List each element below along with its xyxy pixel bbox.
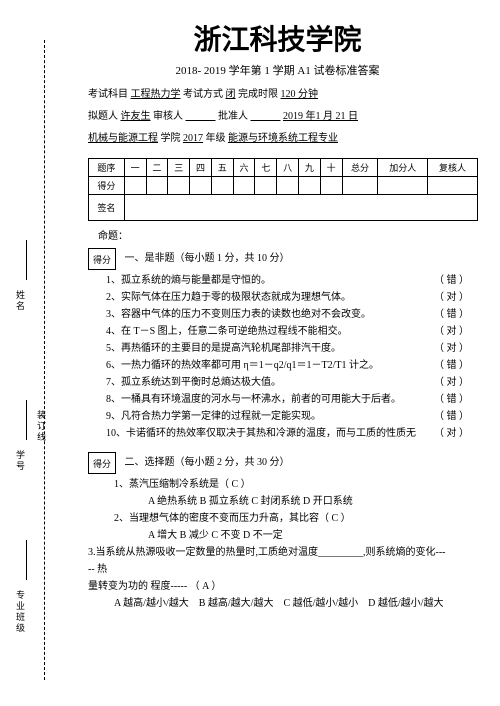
multiple-choice-list: 1、蒸汽压缩制冷系统是（ C ） A 绝热系统 B 孤立系统 C 封闭系统 D … xyxy=(114,476,474,544)
side-label-binding: 装订线 xyxy=(35,410,48,443)
q: 3、容器中气体的压力不变则压力表的读数也绝对不会改变。 xyxy=(106,306,434,323)
mc-q3-line1: 3.当系统从热源吸收一定数量的热量时,工质绝对温度_________,则系统熵的… xyxy=(88,544,448,578)
ans: （ 对 ） xyxy=(434,374,478,391)
table-sign-row: 签名 xyxy=(89,195,478,221)
ans: （ 错 ） xyxy=(434,391,478,408)
th: 四 xyxy=(190,159,212,177)
info-line-2: 拟题人 许友生 审核人 批准人 2019 年1 月 21 日 xyxy=(88,108,485,126)
score-box: 得分 xyxy=(88,452,116,474)
value-reviewer xyxy=(186,111,216,122)
th: 题序 xyxy=(89,159,125,177)
page-content: 浙江科技学院 2018- 2019 学年第 1 学期 A1 试卷标准答案 考试科… xyxy=(70,18,485,612)
th: 总分 xyxy=(342,159,378,177)
q: 4、在 T－S 图上，任意二条可逆绝热过程线不能相交。 xyxy=(106,323,434,340)
score-box: 得分 xyxy=(88,248,116,270)
value-course: 工程热力学 xyxy=(131,89,181,100)
value-dept: 机械与能源工程 xyxy=(88,133,158,144)
ans: （ 错 ） xyxy=(434,306,478,323)
exam-subtitle: 2018- 2019 学年第 1 学期 A1 试卷标准答案 xyxy=(70,62,485,78)
ans: （ 对 ） xyxy=(434,323,478,340)
mc-q1-opts: A 绝热系统 B 孤立系统 C 封闭系统 D 开口系统 xyxy=(148,493,474,510)
side-label-name: 姓名 xyxy=(14,290,27,312)
th: 七 xyxy=(255,159,277,177)
ans: （ 对 ） xyxy=(434,340,478,357)
ans: （ 对 ） xyxy=(434,425,478,442)
ans: （ 错 ） xyxy=(434,272,478,289)
label-time: 完成时限 xyxy=(238,89,278,100)
info-line-1: 考试科目 工程热力学 考试方式 闭 完成时限 120 分钟 xyxy=(88,86,485,104)
table-score-row: 得分 xyxy=(89,177,478,195)
label-author: 拟题人 xyxy=(88,111,118,122)
binding-margin: 专业班级 学号 姓名 装订线 xyxy=(8,30,60,690)
section-2-title: 二、选择题（每小题 2 分，共 30 分） xyxy=(125,452,290,474)
th: 一 xyxy=(124,159,146,177)
label-course: 考试科目 xyxy=(88,89,128,100)
q: 1、孤立系统的熵与能量都是守恒的。 xyxy=(106,272,434,289)
mc-q3: 3.当系统从热源吸收一定数量的热量时,工质绝对温度_________,则系统熵的… xyxy=(88,544,448,612)
section-1-title: 一、是非题（每小题 1 分，共 10 分） xyxy=(125,248,290,270)
q: 2、实际气体在压力趋于零的极限状态就成为理想气体。 xyxy=(106,289,434,306)
value-author: 许友生 xyxy=(121,111,151,122)
q: 5、再热循环的主要目的是提高汽轮机尾部排汽干度。 xyxy=(106,340,434,357)
label-mode: 考试方式 xyxy=(183,89,223,100)
th: 复核人 xyxy=(428,159,478,177)
row-label: 得分 xyxy=(89,177,125,195)
perforation-line xyxy=(44,40,45,680)
q: 7、孤立系统达到平衡时总熵达极大值。 xyxy=(106,374,434,391)
score-table: 题序 一 二 三 四 五 六 七 八 九 十 总分 加分人 复核人 得分 签名 xyxy=(88,158,478,221)
mc-q2-opts: A 增大 B 减少 C 不变 D 不一定 xyxy=(148,527,474,544)
side-label-major: 专业班级 xyxy=(14,590,27,634)
ans: （ 对 ） xyxy=(434,289,478,306)
value-date: 2019 年1 月 21 日 xyxy=(283,111,358,122)
th: 九 xyxy=(299,159,321,177)
mc-q1: 1、蒸汽压缩制冷系统是（ C ） xyxy=(114,476,474,493)
q: 9、凡符合热力学第一定律的过程就一定能实现。 xyxy=(106,408,434,425)
value-approver xyxy=(251,111,281,122)
row-label: 签名 xyxy=(89,195,125,221)
th: 十 xyxy=(320,159,342,177)
table-header-row: 题序 一 二 三 四 五 六 七 八 九 十 总分 加分人 复核人 xyxy=(89,159,478,177)
value-mode: 闭 xyxy=(226,89,236,100)
th: 八 xyxy=(277,159,299,177)
value-major: 能源与环境系统工程专业 xyxy=(228,133,338,144)
mc-q3-opts: A 越高/越小/越大 B 越高/越大/越大 C 越低/越小/越小 D 越低/越小… xyxy=(114,595,448,612)
label-approver: 批准人 xyxy=(218,111,248,122)
label-grade-suf: 年级 xyxy=(206,133,226,144)
mc-q3-line2: 量转变为功的 程度----- （ A ） xyxy=(88,578,448,595)
label-dept-suf: 学院 xyxy=(161,133,181,144)
side-underline-1 xyxy=(26,540,27,580)
mc-q2: 2、当理想气体的密度不变而压力升高，其比容（ C ） xyxy=(114,510,474,527)
th: 六 xyxy=(233,159,255,177)
th: 五 xyxy=(211,159,233,177)
true-false-list: 1、孤立系统的熵与能量都是守恒的。（ 错 ） 2、实际气体在压力趋于零的极限状态… xyxy=(106,272,478,442)
mingti-label: 命题： xyxy=(98,227,485,242)
side-label-id: 学号 xyxy=(14,450,27,472)
label-reviewer: 审核人 xyxy=(153,111,183,122)
value-grade: 2017 xyxy=(183,133,203,144)
side-underline-2 xyxy=(26,400,27,440)
value-time: 120 分钟 xyxy=(281,89,319,100)
th: 加分人 xyxy=(378,159,428,177)
info-line-3: 机械与能源工程 学院 2017 年级 能源与环境系统工程专业 xyxy=(88,130,485,148)
section-1-header: 得分 一、是非题（每小题 1 分，共 10 分） xyxy=(88,248,485,270)
side-underline-3 xyxy=(26,240,27,280)
section-2-header: 得分 二、选择题（每小题 2 分，共 30 分） xyxy=(88,452,485,474)
university-title: 浙江科技学院 xyxy=(70,18,485,58)
th: 三 xyxy=(168,159,190,177)
q: 6、一热力循环的热效率都可用 η＝1－q2/q1＝1－T2/T1 计之。 xyxy=(106,357,434,374)
q: 8、一桶具有环境温度的河水与一杯沸水，前者的可用能大于后者。 xyxy=(106,391,434,408)
ans: （ 错 ） xyxy=(434,357,478,374)
q: 10、卡诺循环的热效率仅取决于其热和冷源的温度，而与工质的性质无 xyxy=(106,425,434,442)
th: 二 xyxy=(146,159,168,177)
ans: （ 错 ） xyxy=(434,408,478,425)
